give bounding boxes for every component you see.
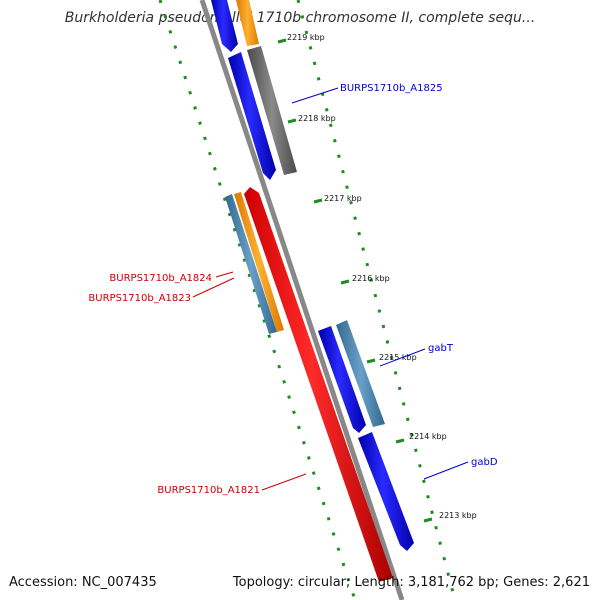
genome-summary-text: Topology: circular; Length: 3,181,762 bp… bbox=[232, 575, 590, 590]
tick-mark bbox=[340, 279, 350, 285]
gene-labels: BURPS1710b_A1825 BURPS1710b_A1824 BURPS1… bbox=[88, 83, 497, 496]
gene-label-gabt[interactable]: gabT bbox=[428, 343, 454, 354]
feature-top-blue[interactable] bbox=[211, 0, 238, 52]
leader-a1821 bbox=[261, 473, 307, 491]
feature-burps1710b-a1821[interactable] bbox=[244, 187, 393, 582]
tick-mark bbox=[423, 517, 433, 523]
tick-label-2214: 2214 kbp bbox=[409, 432, 447, 441]
tick-mark bbox=[395, 438, 405, 444]
leader-a1824 bbox=[215, 271, 234, 278]
feature-gabt[interactable] bbox=[336, 320, 385, 427]
map-title: Burkholderia pseudomallei 1710b chromoso… bbox=[64, 10, 536, 26]
feature-burps1710b-a1824[interactable] bbox=[225, 194, 277, 334]
gene-label-burps1710b-a1824[interactable]: BURPS1710b_A1824 bbox=[109, 273, 212, 284]
feature-gabd[interactable] bbox=[358, 432, 414, 551]
gene-label-gabd[interactable]: gabD bbox=[471, 457, 498, 468]
feature-top-orange[interactable] bbox=[236, 0, 259, 46]
gene-label-burps1710b-a1825[interactable]: BURPS1710b_A1825 bbox=[340, 83, 443, 94]
feature-burps1710b-a1825[interactable] bbox=[228, 52, 276, 180]
leader-gabt bbox=[379, 348, 426, 367]
leader-a1823 bbox=[192, 277, 235, 298]
feature-gabt-blue[interactable] bbox=[318, 326, 366, 433]
tick-mark bbox=[287, 118, 297, 124]
feature-burps1710b-a1823[interactable] bbox=[234, 192, 284, 332]
tick-label-2213: 2213 kbp bbox=[439, 511, 477, 520]
leader-a1825 bbox=[291, 87, 339, 104]
leader-lines bbox=[192, 87, 469, 491]
tick-label-2217: 2217 kbp bbox=[324, 194, 362, 203]
tick-label-2219: 2219 kbp bbox=[287, 33, 325, 42]
tick-labels: 2219 kbp 2218 kbp 2217 kbp 2216 kbp 2215… bbox=[287, 33, 477, 520]
tick-marks bbox=[277, 38, 433, 523]
leader-gabd bbox=[423, 461, 469, 480]
accession-text: Accession: NC_007435 bbox=[9, 575, 157, 590]
tick-label-2215: 2215 kbp bbox=[379, 353, 417, 362]
backbone-line bbox=[199, 0, 405, 600]
gene-label-burps1710b-a1821[interactable]: BURPS1710b_A1821 bbox=[157, 485, 260, 496]
tick-label-2218: 2218 kbp bbox=[298, 114, 336, 123]
feature-grey[interactable] bbox=[247, 46, 297, 175]
tick-mark bbox=[366, 358, 376, 364]
tick-mark bbox=[313, 198, 323, 204]
tick-mark bbox=[277, 38, 287, 44]
gene-label-burps1710b-a1823[interactable]: BURPS1710b_A1823 bbox=[88, 293, 191, 304]
tick-label-2216: 2216 kbp bbox=[352, 274, 390, 283]
features bbox=[211, 0, 414, 582]
